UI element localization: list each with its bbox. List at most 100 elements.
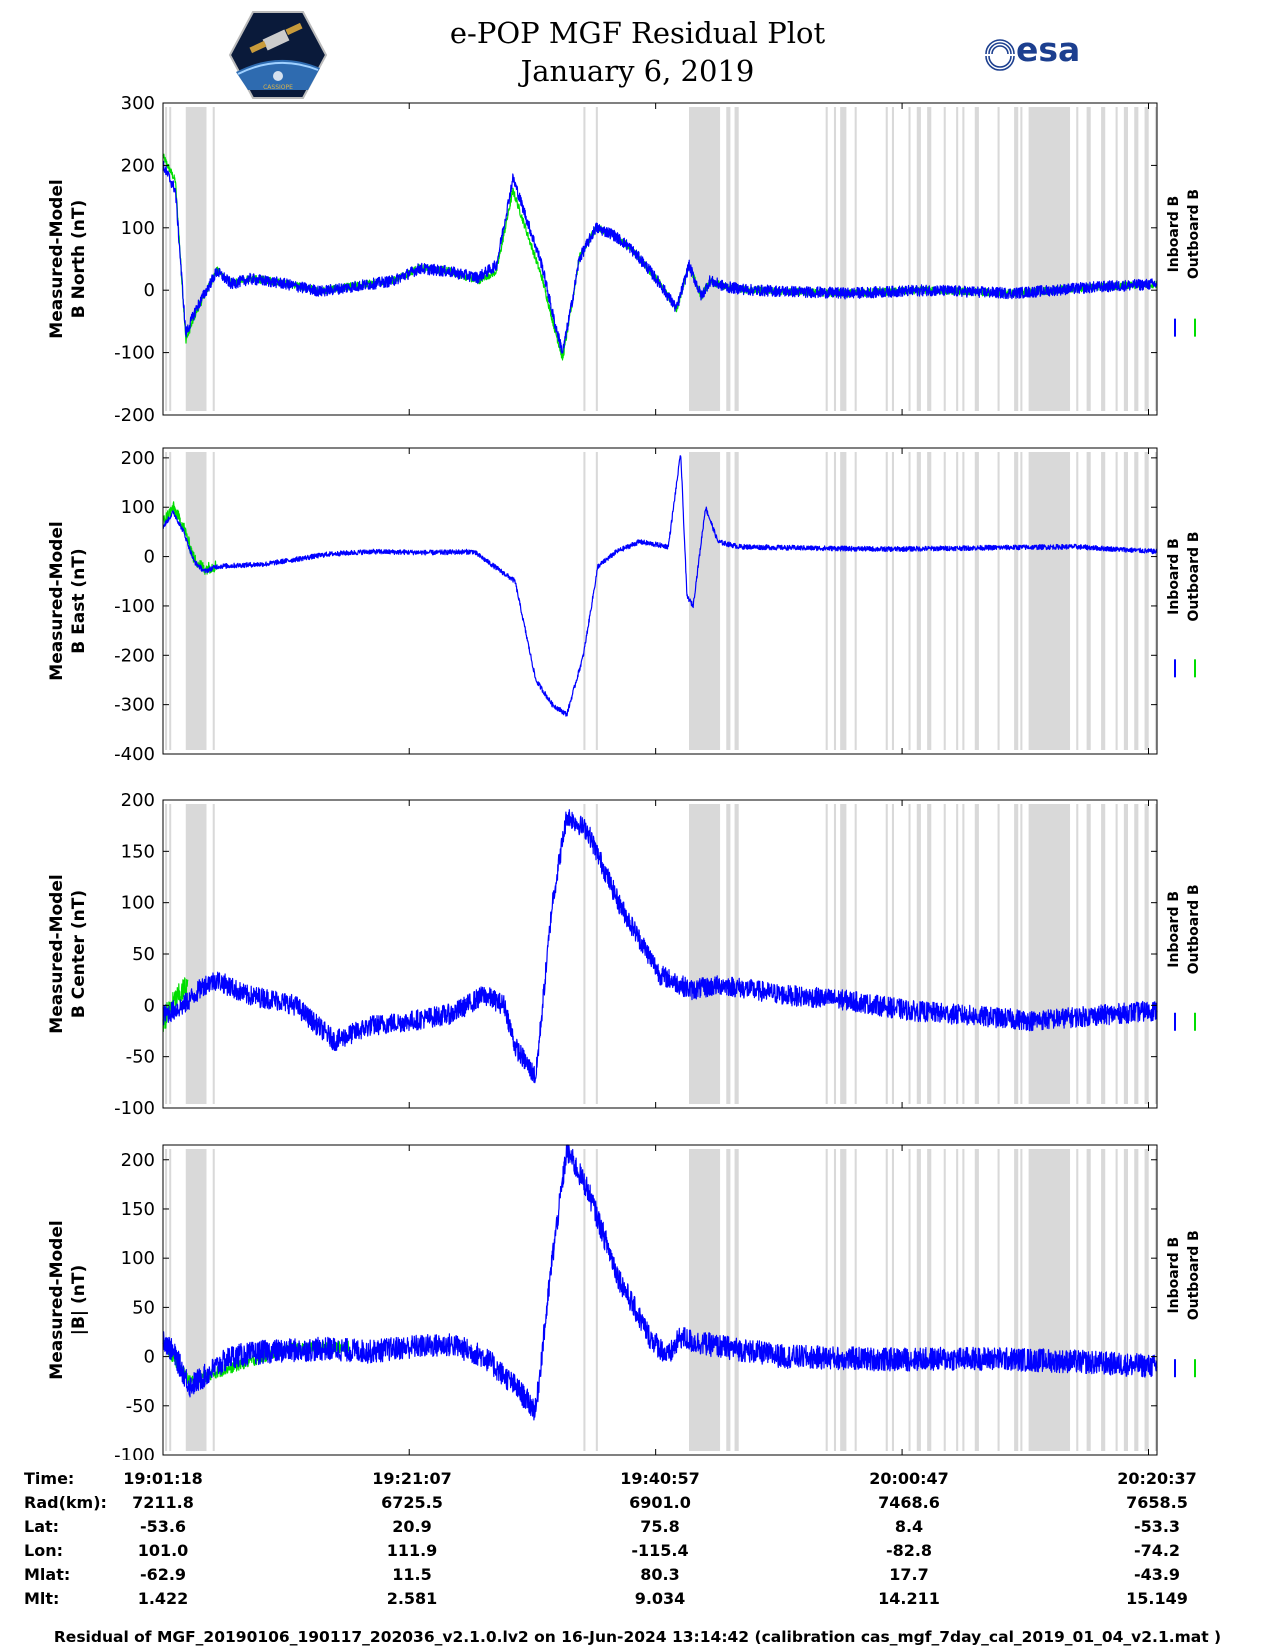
- y-axis-label: B East (nT): [69, 548, 89, 653]
- data-gap-band: [962, 452, 965, 750]
- lon-value: -82.8: [885, 1541, 933, 1560]
- y-tick-label: -400: [114, 744, 155, 765]
- y-tick-label: 200: [121, 790, 155, 811]
- data-gap-band: [1086, 804, 1091, 1104]
- data-gap-band: [1028, 107, 1071, 411]
- data-gap-band: [1123, 1149, 1129, 1451]
- data-gap-band: [595, 452, 598, 750]
- data-gap-band: [908, 452, 911, 750]
- row-label-radius: Rad(km):: [24, 1493, 107, 1512]
- data-gap-band: [1076, 107, 1079, 411]
- data-gap-band: [891, 452, 895, 750]
- data-gap-band: [916, 107, 921, 411]
- mlat-value: 80.3: [640, 1565, 680, 1584]
- data-gap-band: [1115, 107, 1118, 411]
- data-gap-band: [1028, 804, 1071, 1104]
- data-gap-band: [825, 804, 828, 1104]
- y-tick-label: 150: [121, 841, 155, 862]
- data-gap-band: [927, 452, 932, 750]
- data-gap-band: [1020, 804, 1023, 1104]
- inboard-series-line: [162, 455, 1158, 717]
- time-value: 20:20:37: [1117, 1469, 1197, 1488]
- y-tick-label: 0: [144, 280, 155, 301]
- data-gap-band: [840, 804, 847, 1104]
- data-gap-band: [1014, 107, 1019, 411]
- data-gap-band: [595, 804, 598, 1104]
- legend-outboard-label: Outboard B: [1186, 884, 1202, 974]
- data-gap-band: [1076, 1149, 1079, 1451]
- file-caption: Residual of MGF_20190106_190117_202036_v…: [53, 1628, 1222, 1646]
- data-gap-band: [1154, 1149, 1157, 1451]
- y-tick-label: 100: [121, 893, 155, 914]
- data-gap-band: [840, 1149, 847, 1451]
- data-gap-band: [688, 804, 721, 1104]
- data-gap-band: [916, 452, 921, 750]
- data-gap-band: [962, 804, 965, 1104]
- data-gap-band: [583, 452, 586, 750]
- data-gap-band: [854, 804, 857, 1104]
- radius-value: 7658.5: [1126, 1493, 1188, 1512]
- data-gap-band: [1076, 804, 1079, 1104]
- y-tick-label: 150: [121, 1199, 155, 1220]
- data-gap-band: [1020, 452, 1023, 750]
- data-gap-band: [891, 107, 895, 411]
- mlt-value: 2.581: [386, 1589, 438, 1608]
- data-gap-band: [1020, 107, 1023, 411]
- data-gap-band: [1101, 1149, 1106, 1451]
- data-gap-band: [1086, 107, 1091, 411]
- y-tick-label: -200: [114, 405, 155, 426]
- data-gap-band: [1144, 107, 1149, 411]
- data-gap-band: [1101, 452, 1106, 750]
- y-tick-label: 200: [121, 155, 155, 176]
- data-gap-band: [997, 804, 1000, 1104]
- lat-value: 8.4: [894, 1517, 924, 1536]
- data-gap-band: [891, 1149, 895, 1451]
- data-gap-band: [956, 107, 959, 411]
- y-tick-label: 0: [144, 1347, 155, 1368]
- radius-value: 6725.5: [381, 1493, 443, 1512]
- data-gap-band: [1144, 452, 1149, 750]
- radius-value: 7468.6: [878, 1493, 940, 1512]
- data-gap-band: [1115, 804, 1118, 1104]
- data-gap-band: [583, 107, 586, 411]
- lat-value: -53.6: [139, 1517, 187, 1536]
- data-gap-band: [854, 107, 857, 411]
- data-gap-band: [962, 1149, 965, 1451]
- data-gap-band: [1123, 804, 1129, 1104]
- row-label-time: Time:: [24, 1469, 75, 1488]
- data-gap-band: [927, 1149, 932, 1451]
- data-gap-band: [185, 452, 207, 750]
- data-gap-band: [854, 1149, 857, 1451]
- data-gap-band: [885, 107, 888, 411]
- cassiope-logo: CASSIOPE: [228, 10, 328, 100]
- legend-outboard-label: Outboard B: [1186, 1230, 1202, 1320]
- y-tick-label: -100: [114, 1098, 155, 1119]
- y-axis-label: Measured-Model: [47, 1220, 67, 1379]
- plot-frame: [162, 102, 1158, 416]
- data-gap-band: [943, 452, 946, 750]
- data-gap-band: [185, 107, 207, 411]
- data-gap-band: [854, 452, 857, 750]
- residual-panel-1: 300 200 100 0 -100 -200 Measured-Model B North …: [47, 93, 1202, 426]
- data-gap-band: [1123, 107, 1129, 411]
- data-gap-band: [1134, 107, 1139, 411]
- data-gap-band: [908, 107, 911, 411]
- data-gap-band: [165, 452, 168, 750]
- plot-frame: [162, 799, 1158, 1109]
- data-gap-band: [943, 107, 946, 411]
- data-gap-band: [956, 452, 959, 750]
- data-gap-band: [688, 1149, 721, 1451]
- y-tick-label: 50: [132, 944, 155, 965]
- y-tick-label: 100: [121, 218, 155, 239]
- outboard-series-line: [162, 153, 1158, 361]
- data-gap-band: [974, 804, 979, 1104]
- data-gap-band: [885, 1149, 888, 1451]
- data-gap-band: [1101, 107, 1106, 411]
- lon-value: -74.2: [1133, 1541, 1181, 1560]
- lon-value: -115.4: [631, 1541, 689, 1560]
- data-gap-band: [734, 1149, 739, 1451]
- time-value: 19:40:57: [620, 1469, 700, 1488]
- data-gap-band: [1134, 1149, 1139, 1451]
- data-gap-band: [1086, 452, 1091, 750]
- data-gap-band: [833, 1149, 837, 1451]
